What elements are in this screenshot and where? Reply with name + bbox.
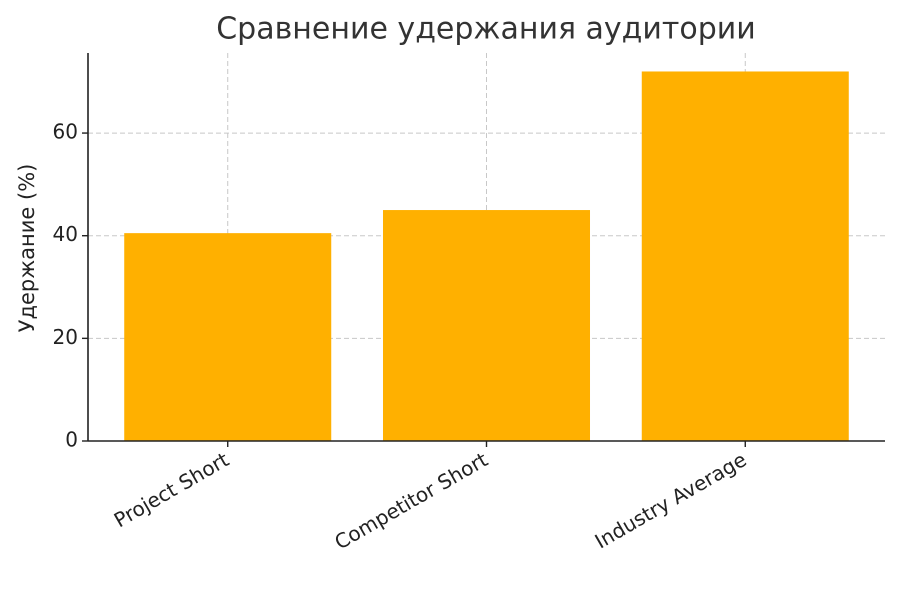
y-tick-label: 40: [53, 222, 78, 246]
bar: [124, 233, 332, 441]
x-tick-label: Industry Average: [591, 447, 751, 553]
x-tick-label: Project Short: [110, 447, 233, 532]
y-tick-label: 0: [65, 428, 78, 452]
y-tick-label: 20: [53, 325, 78, 349]
bars: [124, 71, 849, 441]
y-tick-label: 60: [53, 120, 78, 144]
bar: [641, 71, 849, 441]
y-axis-label: Удержание (%): [15, 164, 39, 333]
bar: [382, 210, 591, 441]
chart-title: Сравнение удержания аудитории: [216, 12, 756, 47]
x-tick-label: Competitor Short: [330, 447, 491, 554]
